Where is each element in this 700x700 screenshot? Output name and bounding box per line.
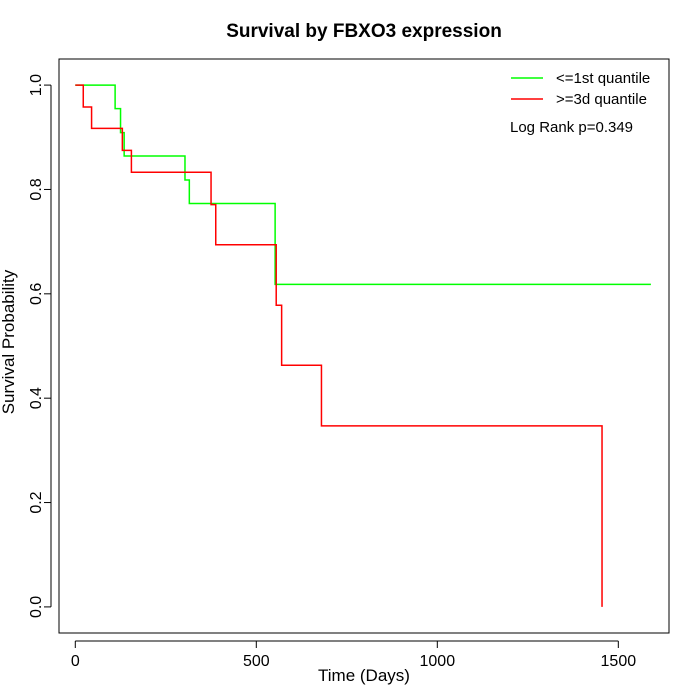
plot-frame bbox=[58, 58, 670, 634]
x-axis-title: Time (Days) bbox=[318, 666, 410, 685]
y-axis: 0.0 0.2 0.4 0.6 0.8 1.0 bbox=[28, 74, 52, 618]
x-tick-label: 1000 bbox=[420, 653, 456, 670]
y-tick-label: 1.0 bbox=[28, 74, 45, 96]
series-line-2 bbox=[75, 84, 603, 607]
y-tick-label: 0.6 bbox=[28, 283, 45, 305]
chart-title: Survival by FBXO3 expression bbox=[226, 21, 502, 42]
legend-label: <=1st quantile bbox=[556, 70, 650, 87]
y-tick-label: 0.4 bbox=[28, 387, 45, 409]
y-tick-label: 0.8 bbox=[28, 178, 45, 200]
x-tick-label: 500 bbox=[243, 653, 270, 670]
log-rank-annotation: Log Rank p=0.349 bbox=[510, 119, 633, 136]
legend-label: >=3d quantile bbox=[556, 91, 647, 108]
x-tick-label: 0 bbox=[71, 653, 80, 670]
y-tick-label: 0.2 bbox=[28, 491, 45, 513]
y-axis-title: Survival Probability bbox=[0, 269, 18, 414]
series-layer bbox=[75, 84, 651, 607]
legend: <=1st quantile >=3d quantile bbox=[511, 70, 650, 108]
x-tick-label: 1500 bbox=[601, 653, 637, 670]
series-line-1 bbox=[75, 84, 651, 286]
x-axis: 0 500 1000 1500 bbox=[71, 640, 637, 670]
y-tick-label: 0.0 bbox=[28, 596, 45, 618]
